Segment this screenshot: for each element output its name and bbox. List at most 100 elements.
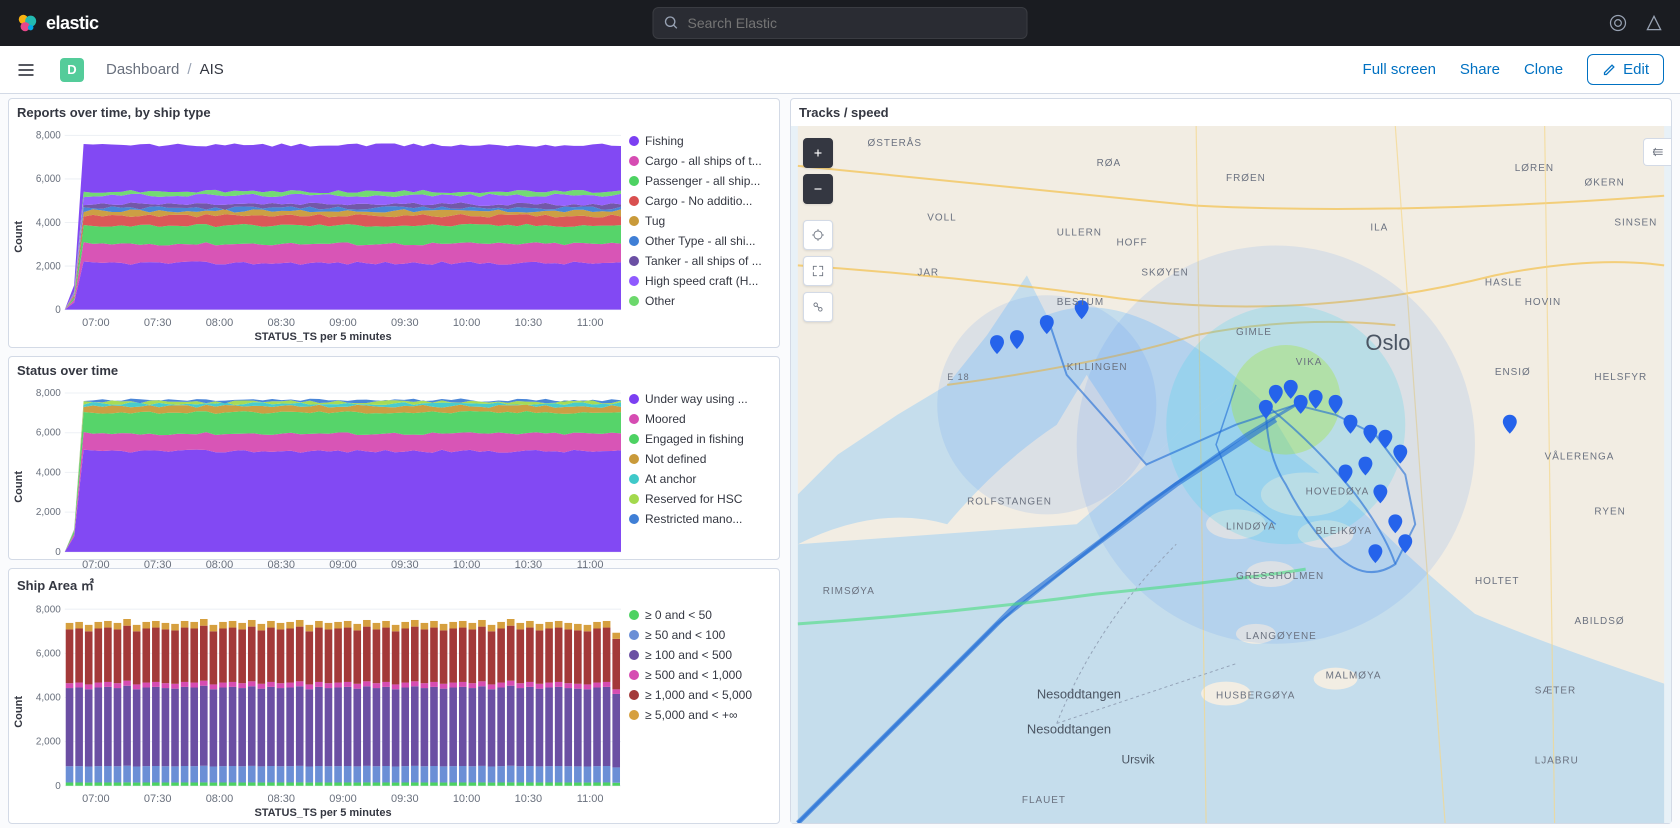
svg-text:ØKERN: ØKERN xyxy=(1584,178,1624,189)
area-chart: 02,0004,0006,0008,000 xyxy=(25,604,621,791)
svg-text:SÆTER: SÆTER xyxy=(1535,686,1576,697)
logo[interactable]: elastic xyxy=(16,12,99,34)
svg-text:LØREN: LØREN xyxy=(1515,163,1554,174)
area-legend: ≥ 0 and < 50 ≥ 50 and < 100 ≥ 100 and < 50… xyxy=(621,604,771,819)
legend-item[interactable]: ≥ 50 and < 100 xyxy=(629,628,771,642)
svg-text:Oslo: Oslo xyxy=(1365,330,1410,355)
global-search[interactable] xyxy=(653,7,1028,39)
svg-text:BESTUM: BESTUM xyxy=(1057,297,1104,308)
svg-text:SKØYEN: SKØYEN xyxy=(1141,267,1188,278)
svg-text:ILA: ILA xyxy=(1370,223,1388,234)
search-icon xyxy=(664,15,680,31)
svg-text:KILLINGEN: KILLINGEN xyxy=(1067,362,1128,373)
expand-button[interactable] xyxy=(803,256,833,286)
news-icon[interactable] xyxy=(1644,13,1664,33)
fullscreen-link[interactable]: Full screen xyxy=(1363,61,1436,78)
legend-item[interactable]: Engaged in fishing xyxy=(629,432,771,446)
legend-item[interactable]: Not defined xyxy=(629,452,771,466)
locate-button[interactable] xyxy=(803,220,833,250)
legend-item[interactable]: Other xyxy=(629,294,771,308)
svg-text:8,000: 8,000 xyxy=(36,604,61,615)
help-icon[interactable] xyxy=(1608,13,1628,33)
panel-reports: Reports over time, by ship type Count 02… xyxy=(8,98,780,348)
legend-item[interactable]: ≥ 1,000 and < 5,000 xyxy=(629,688,771,702)
legend-item[interactable]: Cargo - No additio... xyxy=(629,194,771,208)
svg-text:HUSBERGØYA: HUSBERGØYA xyxy=(1216,691,1295,702)
svg-text:HASLE: HASLE xyxy=(1485,277,1523,288)
svg-text:SINSEN: SINSEN xyxy=(1614,218,1657,229)
svg-text:Nesoddtangen: Nesoddtangen xyxy=(1027,721,1111,736)
legend-item[interactable]: Other Type - all shi... xyxy=(629,234,771,248)
svg-text:MALMØYA: MALMØYA xyxy=(1326,671,1382,682)
svg-text:RØA: RØA xyxy=(1097,158,1122,169)
svg-text:LJABRU: LJABRU xyxy=(1535,755,1579,766)
svg-text:RIMSØYA: RIMSØYA xyxy=(823,586,875,597)
svg-text:ROLFSTANGEN: ROLFSTANGEN xyxy=(967,496,1052,507)
legend-item[interactable]: At anchor xyxy=(629,472,771,486)
legend-item[interactable]: Fishing xyxy=(629,134,771,148)
legend-item[interactable]: Cargo - all ships of t... xyxy=(629,154,771,168)
panel-status: Status over time Count 02,0004,0006,0008… xyxy=(8,356,780,560)
clone-link[interactable]: Clone xyxy=(1524,61,1563,78)
legend-item[interactable]: Passenger - all ship... xyxy=(629,174,771,188)
svg-text:2,000: 2,000 xyxy=(36,507,61,518)
legend-item[interactable]: Restricted mano... xyxy=(629,512,771,526)
panel-title: Reports over time, by ship type xyxy=(9,99,779,126)
svg-text:LINDØYA: LINDØYA xyxy=(1226,521,1276,532)
legend-item[interactable]: Tug xyxy=(629,214,771,228)
breadcrumb-current: AIS xyxy=(200,61,224,78)
topbar: elastic xyxy=(0,0,1680,46)
svg-text:GRESSHOLMEN: GRESSHOLMEN xyxy=(1236,571,1324,582)
panel-map: Tracks / speed xyxy=(790,98,1672,824)
svg-text:BLEIKØYA: BLEIKØYA xyxy=(1316,526,1372,537)
svg-text:GIMLE: GIMLE xyxy=(1236,327,1272,338)
svg-text:VIKA: VIKA xyxy=(1296,357,1323,368)
space-badge[interactable]: D xyxy=(60,58,84,82)
share-link[interactable]: Share xyxy=(1460,61,1500,78)
panel-title: Status over time xyxy=(9,357,779,384)
svg-text:ABILDSØ: ABILDSØ xyxy=(1575,616,1625,627)
elastic-logo-icon xyxy=(16,12,38,34)
legend-item[interactable]: ≥ 5,000 and < +∞ xyxy=(629,708,771,722)
svg-text:ØSTERÅS: ØSTERÅS xyxy=(868,138,922,149)
panel-area: Ship Area ㎡ Count 02,0004,0006,0008,000 … xyxy=(8,568,780,824)
svg-text:HELSFYR: HELSFYR xyxy=(1594,372,1647,383)
svg-text:E 18: E 18 xyxy=(947,372,969,382)
legend-item[interactable]: ≥ 0 and < 50 xyxy=(629,608,771,622)
svg-text:8,000: 8,000 xyxy=(36,388,61,399)
tools-button[interactable] xyxy=(803,292,833,322)
legend-item[interactable]: Reserved for HSC xyxy=(629,492,771,506)
legend-item[interactable]: ≥ 100 and < 500 xyxy=(629,648,771,662)
legend-item[interactable]: High speed craft (H... xyxy=(629,274,771,288)
legend-item[interactable]: Under way using ... xyxy=(629,392,771,406)
subheader: D Dashboard / AIS Full screen Share Clon… xyxy=(0,46,1680,94)
pencil-icon xyxy=(1602,62,1617,77)
map-canvas[interactable]: ØSTERÅS RØA FRØEN LØREN ØKERN VOLL ULLER… xyxy=(791,126,1671,823)
legend-item[interactable]: ≥ 500 and < 1,000 xyxy=(629,668,771,682)
legend-item[interactable]: Tanker - all ships of ... xyxy=(629,254,771,268)
svg-text:Nesoddtangen: Nesoddtangen xyxy=(1037,687,1121,702)
panel-title: Tracks / speed xyxy=(791,99,1671,126)
svg-text:4,000: 4,000 xyxy=(36,692,61,703)
svg-text:ENSIØ: ENSIØ xyxy=(1495,367,1531,378)
svg-text:6,000: 6,000 xyxy=(36,648,61,659)
svg-text:HOVIN: HOVIN xyxy=(1525,297,1561,308)
reports-chart: 02,0004,0006,0008,000 xyxy=(25,130,621,315)
legend-item[interactable]: Moored xyxy=(629,412,771,426)
status-legend: Under way using ... Moored Engaged in fish… xyxy=(621,388,771,585)
breadcrumb-parent[interactable]: Dashboard xyxy=(106,61,179,78)
brand-text: elastic xyxy=(46,13,99,34)
svg-text:4,000: 4,000 xyxy=(36,217,61,228)
svg-text:HOFF: HOFF xyxy=(1116,237,1147,248)
svg-text:0: 0 xyxy=(55,304,61,315)
svg-text:VÅLERENGA: VÅLERENGA xyxy=(1545,452,1615,463)
layers-button[interactable] xyxy=(1643,138,1671,166)
edit-button[interactable]: Edit xyxy=(1587,54,1664,85)
svg-text:HOVEDØYA: HOVEDØYA xyxy=(1306,486,1370,497)
zoom-in-button[interactable] xyxy=(803,138,833,168)
nav-toggle-icon[interactable] xyxy=(16,60,36,80)
svg-text:0: 0 xyxy=(55,547,61,557)
search-input[interactable] xyxy=(688,15,1017,31)
svg-text:RYEN: RYEN xyxy=(1594,506,1625,517)
zoom-out-button[interactable] xyxy=(803,174,833,204)
